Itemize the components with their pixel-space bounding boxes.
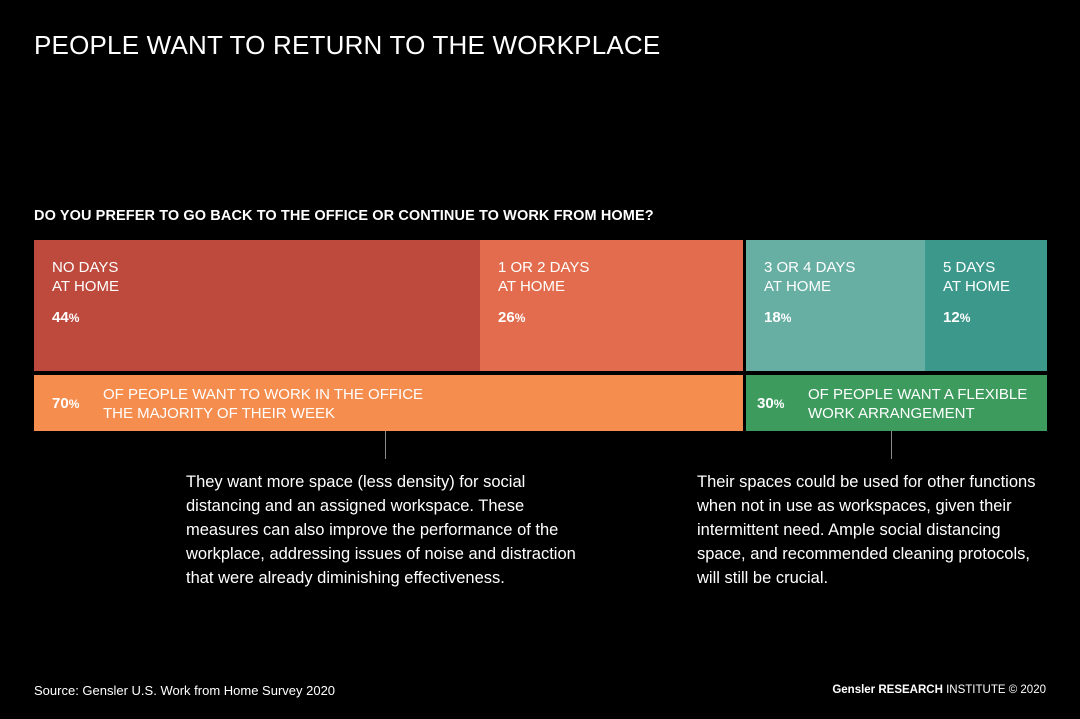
group-text: OF PEOPLE WANT A FLEXIBLE WORK ARRANGEMEN… <box>808 386 1028 422</box>
group-value: 30% <box>757 395 785 412</box>
segment-1-2-days: 1 OR 2 DAYS AT HOME 26% <box>480 240 743 371</box>
credit-logo: Gensler RESEARCH INSTITUTE © 2020 <box>832 684 1046 696</box>
leader-line-office <box>385 431 386 459</box>
note-flexible: Their spaces could be used for other fun… <box>697 473 1036 587</box>
segment-label: 5 DAYS AT HOME <box>943 259 1010 295</box>
segment-value: 44% <box>52 309 80 326</box>
segment-value: 26% <box>498 309 526 326</box>
segment-label: NO DAYS AT HOME <box>52 259 119 295</box>
leader-line-flexible <box>891 431 892 459</box>
segment-label: 1 OR 2 DAYS AT HOME <box>498 259 590 295</box>
group-flexible: 30% OF PEOPLE WANT A FLEXIBLE WORK ARRANG… <box>746 375 1047 431</box>
note-office: They want more space (less density) for … <box>186 473 576 587</box>
segment-value: 18% <box>764 309 792 326</box>
chart-question: DO YOU PREFER TO GO BACK TO THE OFFICE O… <box>34 208 654 224</box>
segment-value: 12% <box>943 309 971 326</box>
segment-5-days: 5 DAYS AT HOME 12% <box>925 240 1047 371</box>
group-office: 70% OF PEOPLE WANT TO WORK IN THE OFFICE… <box>34 375 743 431</box>
segment-label: 3 OR 4 DAYS AT HOME <box>764 259 856 295</box>
segment-3-4-days: 3 OR 4 DAYS AT HOME 18% <box>746 240 925 371</box>
page-title: PEOPLE WANT TO RETURN TO THE WORKPLACE <box>34 30 661 60</box>
segment-no-days: NO DAYS AT HOME 44% <box>34 240 480 371</box>
source-note: Source: Gensler U.S. Work from Home Surv… <box>34 683 336 698</box>
group-value: 70% <box>52 395 80 412</box>
group-text: OF PEOPLE WANT TO WORK IN THE OFFICE THE … <box>103 386 424 422</box>
